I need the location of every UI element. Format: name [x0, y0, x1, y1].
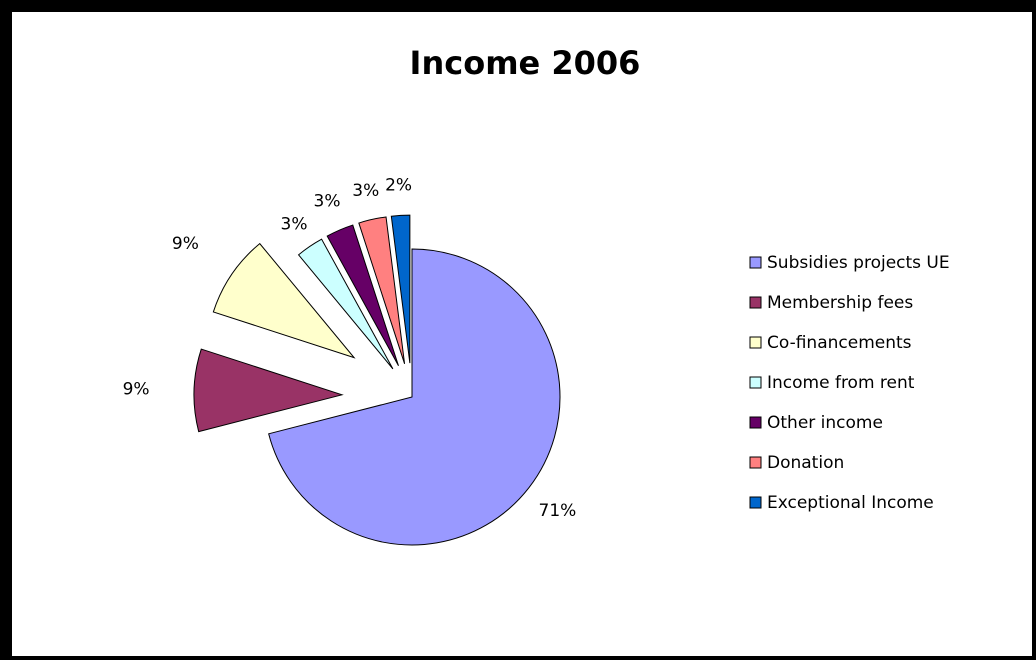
legend-item-membership-fees: Membership fees: [749, 293, 913, 313]
pie-slice-subsidies-projects-ue: [268, 248, 561, 546]
pie-slices: [193, 214, 561, 546]
pie-label-donation: 3%: [352, 181, 379, 201]
legend-label: Subsidies projects UE: [767, 253, 950, 273]
pie-label-subsidies-projects-ue: 71%: [539, 501, 577, 521]
legend-swatch: [749, 416, 762, 429]
pie-label-other-income: 3%: [314, 192, 341, 212]
legend-swatch: [749, 256, 762, 269]
legend-swatch: [749, 456, 762, 469]
legend-item-exceptional-income: Exceptional Income: [749, 493, 934, 513]
pie-slice-donation: [358, 216, 406, 364]
legend-label: Co-financements: [767, 333, 912, 353]
chart-frame: Income 2006 71% 9% 9% 3% 3% 3% 2% Subsidies pr…: [12, 12, 1032, 656]
pie-slice-income-from-rent: [297, 238, 394, 370]
legend-item-donation: Donation: [749, 453, 844, 473]
legend-item-co-financements: Co-financements: [749, 333, 912, 353]
legend-label: Donation: [767, 453, 844, 473]
legend-swatch: [749, 376, 762, 389]
legend-item-income-from-rent: Income from rent: [749, 373, 915, 393]
legend-swatch: [749, 496, 762, 509]
pie-label-exceptional-income: 2%: [385, 175, 412, 195]
pie-label-membership-fees: 9%: [123, 379, 150, 399]
legend: Subsidies projects UE Membership fees Co-f…: [749, 253, 950, 513]
pie-slice-other-income: [326, 224, 399, 367]
legend-label: Income from rent: [767, 373, 915, 393]
legend-label: Other income: [767, 413, 883, 433]
pie-label-co-financements: 9%: [172, 234, 199, 254]
pie-slice-exceptional-income: [390, 214, 411, 364]
pie-labels: 71% 9% 9% 3% 3% 3% 2%: [123, 175, 577, 520]
legend-swatch: [749, 336, 762, 349]
legend-item-subsidies-projects-ue: Subsidies projects UE: [749, 253, 950, 273]
legend-item-other-income: Other income: [749, 413, 883, 433]
pie-label-income-from-rent: 3%: [281, 214, 308, 234]
legend-label: Exceptional Income: [767, 493, 934, 513]
legend-swatch: [749, 296, 762, 309]
legend-label: Membership fees: [767, 293, 913, 313]
pie-slice-membership-fees: [193, 348, 344, 433]
chart-title: Income 2006: [410, 44, 641, 82]
chart-svg: Income 2006 71% 9% 9% 3% 3% 3% 2% Subsidies pr…: [123, 44, 950, 546]
pie-slice-co-financements: [212, 242, 356, 359]
